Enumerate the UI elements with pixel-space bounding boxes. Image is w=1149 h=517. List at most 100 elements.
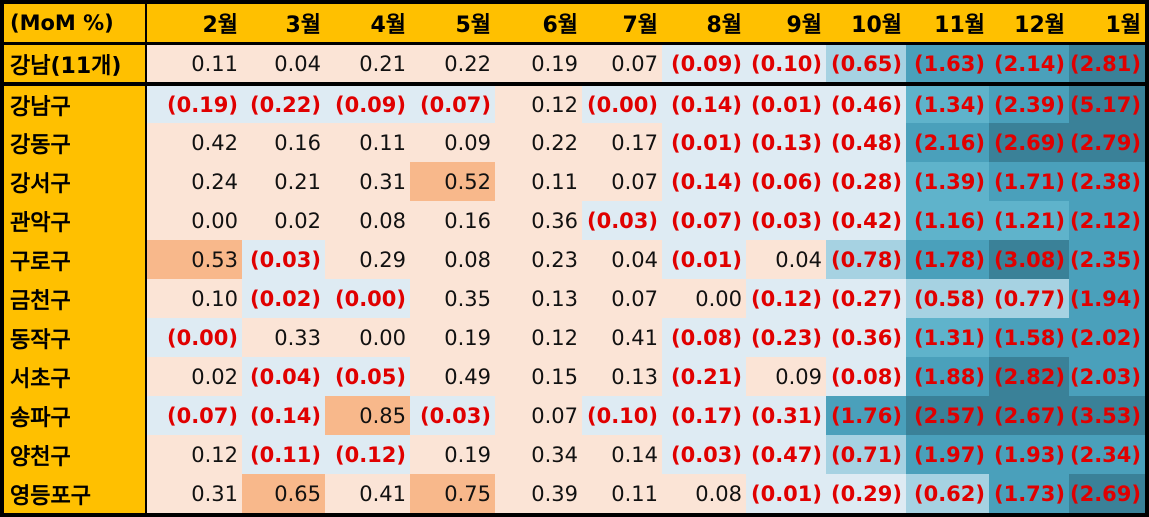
- table-cell: (0.03): [242, 240, 325, 279]
- table-cell: (1.88): [906, 357, 989, 396]
- table-cell: 0.53: [147, 240, 242, 279]
- row-separator: [0, 42, 1149, 45]
- table-cell: 0.19: [495, 45, 582, 82]
- table-cell: (0.23): [746, 318, 826, 357]
- table-cell: (0.29): [826, 474, 906, 513]
- table-cell: (0.14): [242, 396, 325, 435]
- table-cell: 0.22: [410, 45, 495, 82]
- row-label: 영등포구: [4, 474, 145, 513]
- table-cell: (2.67): [989, 396, 1069, 435]
- table-cell: (1.16): [906, 201, 989, 240]
- table-cell: 0.19: [410, 318, 495, 357]
- table-cell: 0.22: [495, 123, 582, 162]
- table-cell: (1.71): [989, 162, 1069, 201]
- table-cell: 0.21: [242, 162, 325, 201]
- table-cell: (0.03): [746, 201, 826, 240]
- table-cell: 0.24: [147, 162, 242, 201]
- row-label: 구로구: [4, 240, 145, 279]
- table-cell: (0.07): [147, 396, 242, 435]
- table-cell: 0.52: [410, 162, 495, 201]
- table-cell: 0.04: [746, 240, 826, 279]
- table-cell: 0.31: [147, 474, 242, 513]
- table-cell: (2.82): [989, 357, 1069, 396]
- table-cell: (1.73): [989, 474, 1069, 513]
- table-cell: (1.21): [989, 201, 1069, 240]
- table-cell: 0.15: [495, 357, 582, 396]
- table-cell: (0.36): [826, 318, 906, 357]
- table-cell: (0.65): [826, 45, 906, 82]
- table-cell: (0.01): [662, 240, 746, 279]
- column-header: 9월: [746, 4, 826, 42]
- table-title: (MoM %): [4, 4, 145, 42]
- table-cell: (0.01): [746, 474, 826, 513]
- table-cell: (1.34): [906, 86, 989, 123]
- table-cell: (0.09): [662, 45, 746, 82]
- column-header: 10월: [826, 4, 906, 42]
- table-cell: (0.27): [826, 279, 906, 318]
- table-cell: (0.46): [826, 86, 906, 123]
- column-header: 8월: [662, 4, 746, 42]
- table-cell: (0.05): [325, 357, 410, 396]
- table-cell: 0.65: [242, 474, 325, 513]
- table-cell: 0.31: [325, 162, 410, 201]
- table-cell: (2.14): [989, 45, 1069, 82]
- table-cell: (2.34): [1069, 435, 1145, 474]
- table-cell: (0.12): [746, 279, 826, 318]
- row-label: 강서구: [4, 162, 145, 201]
- table-cell: (2.12): [1069, 201, 1145, 240]
- table-cell: (1.93): [989, 435, 1069, 474]
- table-cell: (0.77): [989, 279, 1069, 318]
- table-cell: (2.35): [1069, 240, 1145, 279]
- table-cell: 0.39: [495, 474, 582, 513]
- table-cell: 0.23: [495, 240, 582, 279]
- table-cell: (2.39): [989, 86, 1069, 123]
- column-header: 1월: [1069, 4, 1145, 42]
- summary-row-label: 강남(11개): [4, 45, 145, 82]
- table-cell: 0.41: [325, 474, 410, 513]
- table-cell: (0.03): [410, 396, 495, 435]
- table-cell: (0.21): [662, 357, 746, 396]
- table-cell: (0.14): [662, 162, 746, 201]
- table-cell: (2.38): [1069, 162, 1145, 201]
- table-cell: 0.02: [147, 357, 242, 396]
- table-cell: (2.57): [906, 396, 989, 435]
- table-cell: (2.79): [1069, 123, 1145, 162]
- table-cell: (2.02): [1069, 318, 1145, 357]
- table-cell: (0.09): [325, 86, 410, 123]
- table-cell: (2.03): [1069, 357, 1145, 396]
- table-cell: 0.08: [410, 240, 495, 279]
- table-cell: (1.31): [906, 318, 989, 357]
- table-cell: (1.94): [1069, 279, 1145, 318]
- column-header: 3월: [242, 4, 325, 42]
- table-cell: 0.41: [582, 318, 662, 357]
- table-cell: 0.02: [242, 201, 325, 240]
- table-cell: 0.07: [582, 162, 662, 201]
- table-cell: 0.07: [495, 396, 582, 435]
- table-cell: 0.04: [582, 240, 662, 279]
- table-cell: 0.42: [147, 123, 242, 162]
- table-cell: 0.13: [495, 279, 582, 318]
- table-cell: (0.78): [826, 240, 906, 279]
- table-cell: 0.11: [325, 123, 410, 162]
- table-cell: (5.17): [1069, 86, 1145, 123]
- table-cell: (0.10): [746, 45, 826, 82]
- table-cell: (0.02): [242, 279, 325, 318]
- table-cell: (0.03): [582, 201, 662, 240]
- table-cell: 0.07: [582, 279, 662, 318]
- row-label: 양천구: [4, 435, 145, 474]
- table-cell: 0.12: [495, 86, 582, 123]
- table-cell: 0.49: [410, 357, 495, 396]
- table-cell: (0.06): [746, 162, 826, 201]
- table-cell: (1.78): [906, 240, 989, 279]
- table-cell: 0.11: [495, 162, 582, 201]
- table-cell: (0.12): [325, 435, 410, 474]
- table-cell: 0.34: [495, 435, 582, 474]
- table-cell: (0.10): [582, 396, 662, 435]
- table-cell: (0.04): [242, 357, 325, 396]
- table-cell: 0.16: [410, 201, 495, 240]
- row-label: 송파구: [4, 396, 145, 435]
- table-cell: 0.29: [325, 240, 410, 279]
- table-cell: (1.39): [906, 162, 989, 201]
- table-cell: (0.47): [746, 435, 826, 474]
- table-cell: 0.21: [325, 45, 410, 82]
